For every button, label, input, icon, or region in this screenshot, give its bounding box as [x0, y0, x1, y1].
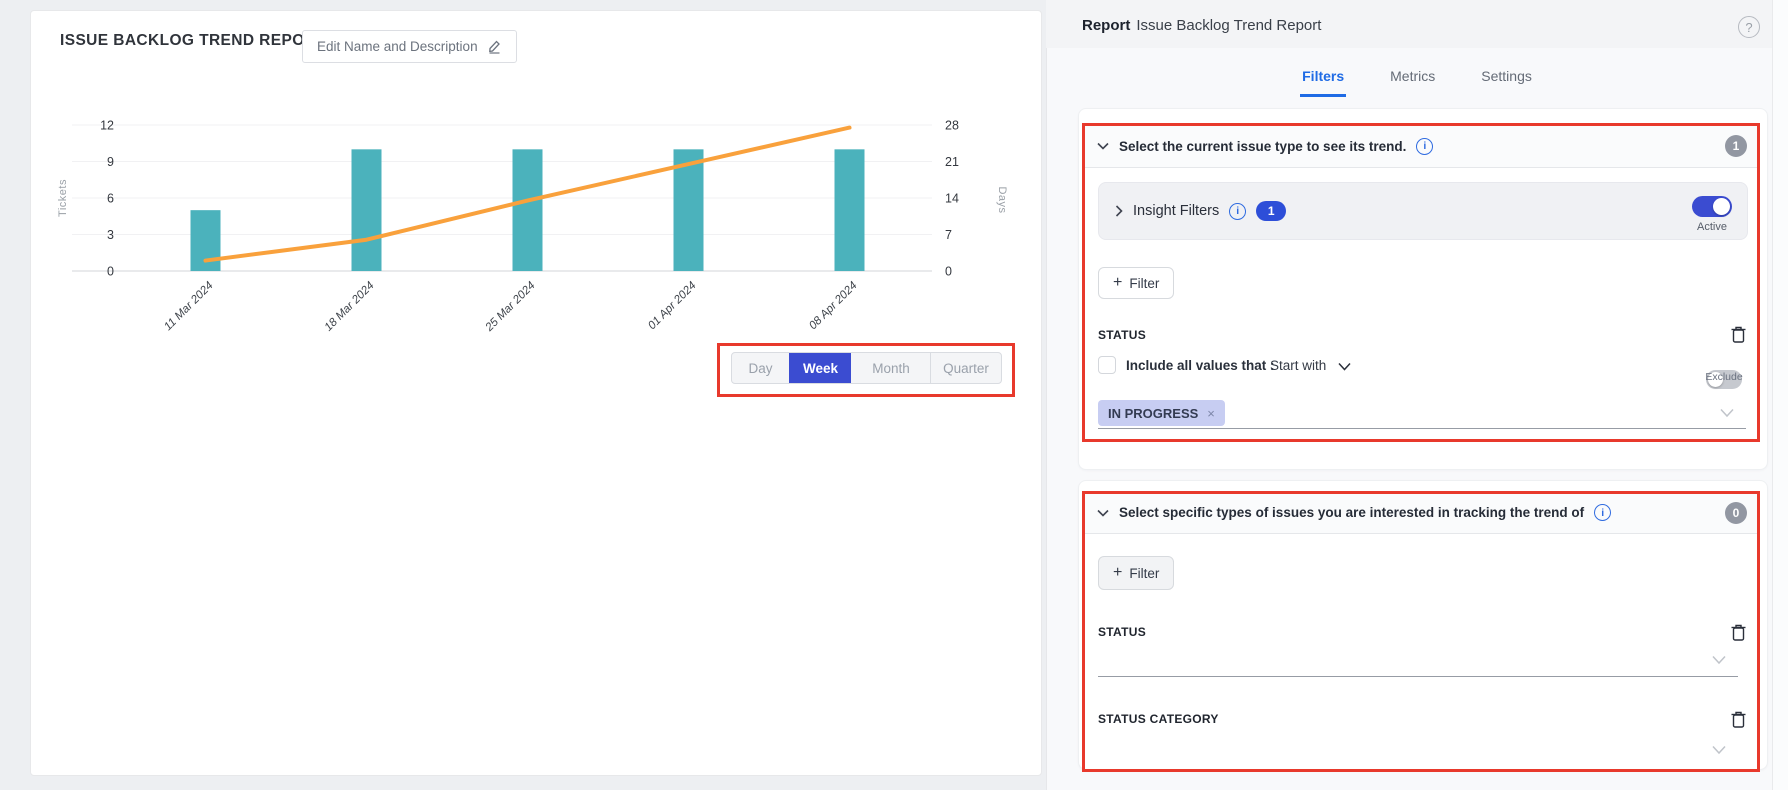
panel-tabs: Filters Metrics Settings — [1046, 62, 1788, 97]
info-icon[interactable]: i — [1416, 137, 1434, 155]
chevron-down-icon[interactable] — [1712, 745, 1726, 755]
right-axis-tick: 7 — [945, 228, 952, 242]
filter-button-label: Filter — [1129, 275, 1160, 291]
tab-metrics[interactable]: Metrics — [1390, 68, 1436, 84]
toggle-knob — [1713, 198, 1730, 215]
close-icon[interactable]: × — [1207, 405, 1215, 421]
left-axis-tick: 0 — [107, 265, 114, 279]
period-option-quarter[interactable]: Quarter — [930, 353, 1001, 383]
status-select-underline[interactable] — [1098, 676, 1738, 677]
edit-name-description-button[interactable]: Edit Name and Description — [302, 30, 517, 63]
chevron-down-icon[interactable] — [1097, 142, 1109, 150]
section2-header[interactable]: Select specific types of issues you are … — [1083, 492, 1759, 534]
period-option-month[interactable]: Month — [872, 360, 910, 376]
right-axis-tick: 21 — [945, 155, 959, 169]
section1-count-badge: 1 — [1725, 135, 1747, 157]
status-select-underline[interactable] — [1098, 428, 1746, 429]
period-option-day[interactable]: Day — [748, 360, 773, 376]
left-axis-title: Tickets — [57, 179, 69, 217]
edit-button-label: Edit Name and Description — [317, 39, 478, 54]
plus-icon: + — [1113, 274, 1123, 291]
chart-trend-line — [203, 125, 852, 263]
chart-bar — [673, 149, 704, 271]
chip-label: IN PROGRESS — [1108, 405, 1199, 421]
section1-header[interactable]: Select the current issue type to see its… — [1083, 125, 1759, 168]
backlog-trend-chart: 0 0 3 7 6 14 9 21 12 28 Tickets Days 11 Mar 2024 18 M… — [42, 70, 1020, 420]
help-glyph: ? — [1745, 19, 1753, 35]
plus-icon: + — [1113, 564, 1123, 581]
include-all-label: Include all values that : — [1126, 358, 1275, 373]
tab-settings[interactable]: Settings — [1481, 68, 1532, 84]
status-value-chip: IN PROGRESS × — [1098, 400, 1225, 426]
info-icon[interactable]: i — [1594, 504, 1612, 521]
include-all-checkbox[interactable] — [1098, 356, 1116, 374]
status-field-label: STATUS — [1098, 328, 1147, 342]
chart-bar — [834, 149, 865, 271]
chart-x-label: 25 Mar 2024 — [483, 280, 538, 335]
status-category-field-label: STATUS CATEGORY — [1098, 712, 1219, 726]
chevron-down-icon[interactable] — [1720, 408, 1734, 418]
chart-bar — [351, 149, 382, 271]
panel-heading-title: Issue Backlog Trend Report — [1136, 17, 1322, 34]
left-axis-tick: 6 — [107, 192, 114, 206]
panel-heading-label: Report — [1082, 17, 1131, 34]
scrollbar-gutter[interactable] — [1772, 0, 1788, 790]
insight-filters-count-pill: 1 — [1256, 201, 1287, 221]
section2-title: Select specific types of issues you are … — [1119, 505, 1585, 520]
section1-title: Select the current issue type to see its… — [1119, 138, 1407, 154]
status-field-label: STATUS — [1098, 625, 1147, 639]
chevron-down-icon[interactable] — [1097, 509, 1109, 517]
chart-x-label: 01 Apr 2024 — [646, 280, 698, 332]
chart-bar — [512, 149, 543, 271]
chart-x-label: 11 Mar 2024 — [162, 280, 216, 334]
panel-heading: Report Issue Backlog Trend Report — [1082, 17, 1321, 34]
pencil-icon — [488, 40, 500, 54]
active-toggle[interactable] — [1692, 196, 1732, 217]
panel-header — [1046, 0, 1788, 48]
right-axis-title: Days — [996, 186, 1008, 213]
left-axis-tick: 3 — [107, 228, 114, 242]
chevron-right-icon[interactable] — [1115, 205, 1123, 217]
trend-chart-svg: 0 0 3 7 6 14 9 21 12 28 Tickets Days 11 Mar 2024 18 M… — [57, 119, 1008, 335]
right-axis-tick: 28 — [945, 119, 959, 133]
add-filter-button[interactable]: + Filter — [1098, 267, 1175, 299]
report-card — [30, 10, 1042, 776]
insight-filters-row[interactable]: Insight Filters i 1 — [1098, 182, 1748, 240]
exclude-toggle[interactable] — [1706, 370, 1742, 389]
add-filter-button[interactable]: + Filter — [1098, 556, 1175, 590]
exclude-toggle-label: Exclude — [1705, 371, 1743, 383]
right-axis-tick: 0 — [945, 265, 952, 279]
chart-x-label: 08 Apr 2024 — [807, 280, 859, 332]
chevron-down-icon[interactable] — [1338, 362, 1351, 371]
toggle-knob — [1708, 372, 1723, 387]
chevron-down-icon[interactable] — [1712, 655, 1726, 665]
trash-icon[interactable] — [1730, 325, 1747, 344]
left-axis-tick: 9 — [107, 155, 114, 169]
info-icon[interactable]: i — [1229, 202, 1247, 220]
period-toggle: Day Week Month Quarter — [731, 352, 1002, 384]
trash-icon[interactable] — [1730, 623, 1747, 642]
active-toggle-label: Active — [1697, 221, 1727, 233]
tab-filters[interactable]: Filters — [1300, 62, 1347, 97]
period-option-week[interactable]: Week — [789, 353, 851, 383]
page-title: ISSUE BACKLOG TREND REPORT — [60, 32, 327, 49]
match-option-dropdown[interactable]: Start with — [1270, 358, 1327, 373]
help-icon[interactable]: ? — [1738, 16, 1760, 38]
section2-count-badge: 0 — [1725, 501, 1747, 524]
trash-icon[interactable] — [1730, 710, 1747, 729]
chart-x-label: 18 Mar 2024 — [322, 280, 376, 334]
insight-filters-label: Insight Filters — [1133, 203, 1220, 219]
filter-button-label: Filter — [1129, 565, 1160, 581]
left-axis-tick: 12 — [100, 119, 114, 133]
right-axis-tick: 14 — [945, 192, 959, 206]
